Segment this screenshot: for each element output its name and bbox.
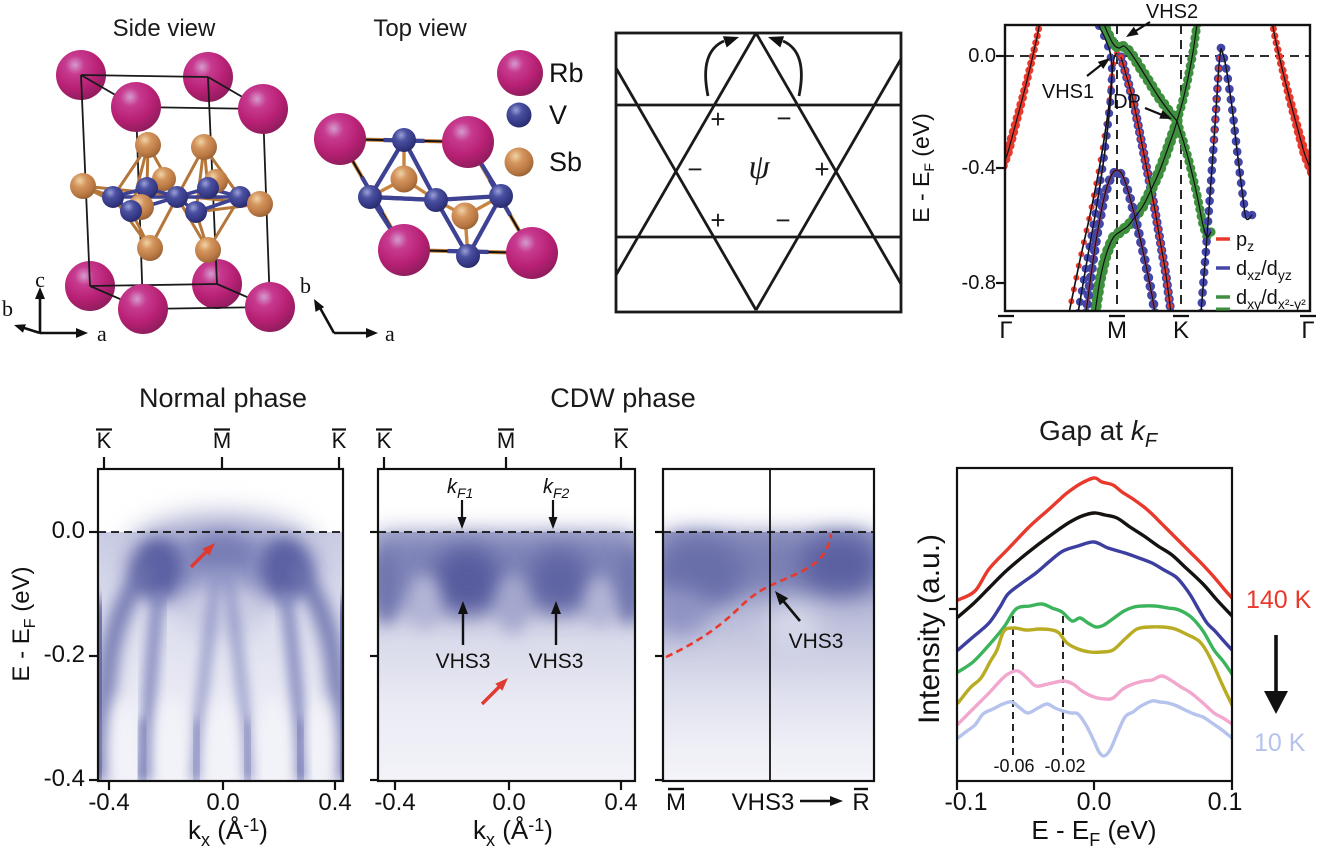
svg-text:M: M xyxy=(213,428,231,453)
svg-text:M: M xyxy=(666,789,686,816)
svg-text:-0.8: -0.8 xyxy=(962,272,996,294)
svg-text:10 K: 10 K xyxy=(1254,729,1306,757)
svg-text:Sb: Sb xyxy=(549,147,582,177)
svg-text:R: R xyxy=(852,789,869,816)
svg-text:Normal phase: Normal phase xyxy=(139,383,307,413)
svg-text:0.0: 0.0 xyxy=(1077,788,1112,816)
svg-text:0.0: 0.0 xyxy=(492,789,525,816)
svg-text:CDW phase: CDW phase xyxy=(550,383,696,413)
svg-text:K: K xyxy=(614,428,629,453)
svg-text:0.4: 0.4 xyxy=(604,789,637,816)
svg-text:K: K xyxy=(97,428,112,453)
svg-text:+: + xyxy=(814,154,829,184)
svg-text:0.0: 0.0 xyxy=(206,789,239,816)
svg-text:VHS3: VHS3 xyxy=(789,630,844,653)
svg-text:140 K: 140 K xyxy=(1246,586,1312,614)
svg-text:VHS1: VHS1 xyxy=(1042,81,1094,103)
svg-text:K: K xyxy=(1173,317,1189,344)
svg-text:b: b xyxy=(2,296,13,321)
svg-text:DP: DP xyxy=(1113,91,1141,113)
svg-text:VHS3: VHS3 xyxy=(436,650,491,673)
svg-text:K: K xyxy=(377,428,392,453)
svg-text:ψ: ψ xyxy=(748,149,770,186)
svg-text:M: M xyxy=(1107,317,1127,344)
svg-text:Gap at kF: Gap at kF xyxy=(1039,415,1159,452)
svg-text:-0.4: -0.4 xyxy=(88,789,129,816)
svg-text:Top view: Top view xyxy=(373,15,467,42)
svg-text:VHS3: VHS3 xyxy=(732,789,795,816)
svg-text:-0.06: -0.06 xyxy=(993,756,1034,776)
svg-text:-0.4: -0.4 xyxy=(374,789,415,816)
svg-text:V: V xyxy=(549,100,567,130)
svg-text:0.1: 0.1 xyxy=(1208,788,1243,816)
svg-text:M: M xyxy=(497,428,515,453)
svg-text:a: a xyxy=(97,321,107,346)
svg-text:kF1: kF1 xyxy=(447,476,473,501)
svg-text:K: K xyxy=(332,428,347,453)
svg-text:c: c xyxy=(35,267,45,292)
svg-text:0.0: 0.0 xyxy=(52,517,85,544)
svg-text:Side view: Side view xyxy=(113,15,216,42)
svg-text:Γ: Γ xyxy=(999,317,1012,344)
svg-text:VHS2: VHS2 xyxy=(1146,1,1198,23)
svg-text:Γ: Γ xyxy=(1301,317,1314,344)
svg-text:a: a xyxy=(385,321,395,346)
svg-text:-0.1: -0.1 xyxy=(944,788,987,816)
svg-text:-0.2: -0.2 xyxy=(44,641,85,668)
svg-text:-0.4: -0.4 xyxy=(44,765,85,792)
svg-text:E - EF (eV): E - EF (eV) xyxy=(1031,815,1156,849)
svg-text:0.4: 0.4 xyxy=(318,789,351,816)
svg-text:0.0: 0.0 xyxy=(968,45,996,67)
svg-text:−: − xyxy=(687,154,702,184)
svg-text:Rb: Rb xyxy=(549,58,584,88)
svg-text:VHS3: VHS3 xyxy=(529,650,584,673)
svg-text:-0.4: -0.4 xyxy=(962,157,996,179)
svg-text:-0.02: -0.02 xyxy=(1044,756,1085,776)
svg-text:Intensity (a.u.): Intensity (a.u.) xyxy=(913,534,946,724)
svg-text:b: b xyxy=(300,273,311,298)
svg-text:−: − xyxy=(776,103,791,133)
svg-text:+: + xyxy=(710,205,725,235)
svg-text:−: − xyxy=(775,205,790,235)
svg-text:+: + xyxy=(710,104,725,134)
